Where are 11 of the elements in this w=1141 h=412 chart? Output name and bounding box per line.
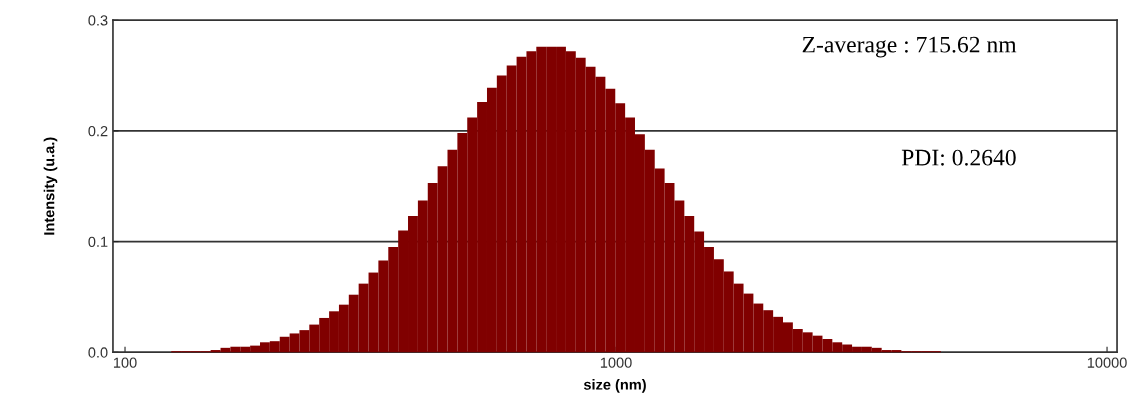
annotation: PDI: 0.2640	[901, 149, 1016, 166]
annotation: Z-average : 715.62 nm	[802, 36, 1017, 58]
y-tick-label: 0.3	[88, 15, 108, 26]
y-axis-title: Intensity (u.a.)	[43, 137, 58, 235]
y-tick-label: 0.1	[88, 236, 108, 247]
x-tick-label: 100	[113, 357, 137, 368]
x-tick-label: 1000	[600, 357, 632, 368]
y-tick-label: 0.2	[88, 125, 108, 137]
y-tick-label: 0.0	[88, 347, 108, 358]
x-tick-label: 10000	[1087, 357, 1127, 368]
x-axis-title: size (nm)	[583, 379, 646, 393]
